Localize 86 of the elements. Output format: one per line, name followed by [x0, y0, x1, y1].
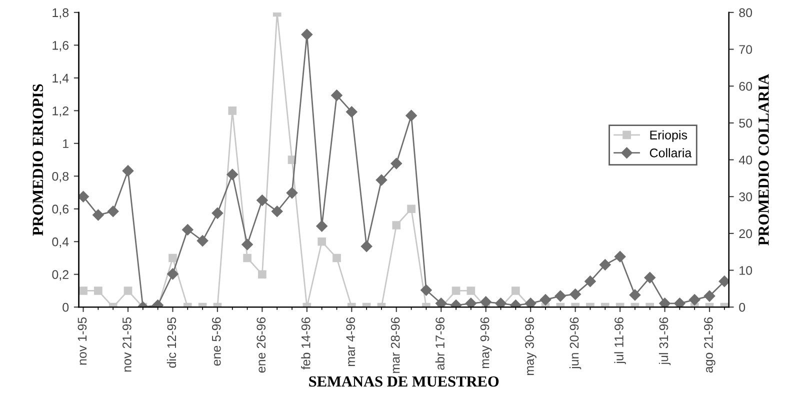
y-tick-label: 0,4 — [52, 237, 69, 248]
x-tick-label: mar 28-96 — [390, 317, 400, 373]
point — [212, 208, 224, 219]
y-tick-label: 0 — [62, 302, 69, 312]
x-tick-label: nov 21-95 — [122, 317, 132, 372]
point — [167, 268, 178, 280]
point — [256, 194, 268, 206]
y2-tick-label: 50 — [739, 118, 752, 128]
x-tick-label: ene 5-96 — [212, 317, 221, 366]
point — [390, 158, 402, 170]
point — [406, 110, 417, 122]
x-tick-label: may 30-96 — [525, 317, 536, 376]
point — [92, 209, 104, 221]
point — [644, 272, 656, 284]
point — [346, 106, 358, 118]
point — [272, 206, 283, 217]
y-tick-label: 1,4 — [52, 74, 69, 84]
point — [107, 206, 119, 217]
point — [570, 288, 581, 300]
point — [360, 240, 372, 252]
y2-tick-label: 10 — [740, 266, 752, 275]
y2-axis-title: PROMEDIO COLLARIA — [758, 74, 769, 246]
point — [78, 191, 89, 202]
point — [332, 254, 341, 262]
point — [407, 204, 416, 214]
point — [540, 294, 552, 306]
y-tick-label: 0,6 — [52, 204, 69, 216]
point — [554, 290, 566, 302]
y-tick-label: 0,8 — [52, 172, 69, 182]
point — [196, 235, 208, 246]
point — [243, 254, 252, 262]
point — [122, 165, 134, 176]
x-tick-label: may 9-96 — [480, 317, 492, 368]
x-tick-label: ago 21-96 — [704, 317, 716, 373]
x-tick-label: jul 11-96 — [614, 317, 626, 364]
point — [316, 220, 328, 232]
y2-tick-label: 40 — [738, 156, 752, 164]
point — [718, 276, 729, 287]
x-tick-label: abr 17-96 — [435, 317, 444, 370]
point — [228, 106, 237, 115]
y2-tick-label: 20 — [739, 229, 752, 238]
legend-label: Eriopis — [650, 130, 688, 142]
point — [168, 254, 177, 262]
y2-tick-label: 70 — [739, 45, 752, 54]
x-tick-label: jul 31-96 — [658, 317, 671, 366]
point — [584, 276, 596, 287]
x-tick-label: nov 1-95 — [78, 317, 87, 365]
point — [674, 298, 686, 308]
y-tick-label: 0,2 — [52, 270, 68, 280]
y2-tick-label: 60 — [739, 82, 752, 91]
x-tick-label: mar 4-96 — [346, 317, 356, 366]
point — [318, 237, 326, 246]
legend-label: Collaria — [650, 148, 692, 158]
y-tick-label: 1,8 — [52, 8, 69, 19]
point — [301, 28, 313, 40]
point — [704, 290, 716, 302]
point — [376, 174, 388, 186]
point — [242, 238, 253, 250]
point — [659, 298, 670, 308]
point — [436, 298, 447, 308]
point — [689, 294, 700, 306]
y2-tick-label: 30 — [739, 192, 752, 202]
point — [331, 90, 342, 101]
x-tick-label: jun 20-96 — [569, 317, 582, 370]
point — [600, 259, 611, 270]
point — [495, 298, 506, 308]
x-tick-label: feb 14-96 — [301, 317, 310, 370]
y-axis-title: PROMEDIO ERIOPIS — [32, 84, 44, 236]
point — [392, 221, 401, 230]
y-tick-label: 1,6 — [52, 40, 69, 52]
x-tick-label: ene 26-96 — [256, 317, 266, 373]
point — [629, 289, 641, 301]
point — [420, 284, 432, 296]
point — [524, 298, 536, 308]
y-tick-label: 1 — [63, 139, 68, 148]
x-axis-title: SEMANAS DE MUESTREO — [309, 376, 499, 387]
point — [182, 224, 194, 236]
x-tick-label: dic 12-95 — [166, 317, 176, 368]
point — [465, 298, 477, 308]
point — [286, 187, 298, 199]
point — [614, 251, 626, 262]
y2-tick-label: 80 — [739, 8, 752, 18]
y2-tick-label: 0 — [739, 302, 746, 312]
point — [226, 168, 238, 180]
point — [480, 296, 492, 308]
y-tick-label: 1,2 — [52, 106, 68, 117]
